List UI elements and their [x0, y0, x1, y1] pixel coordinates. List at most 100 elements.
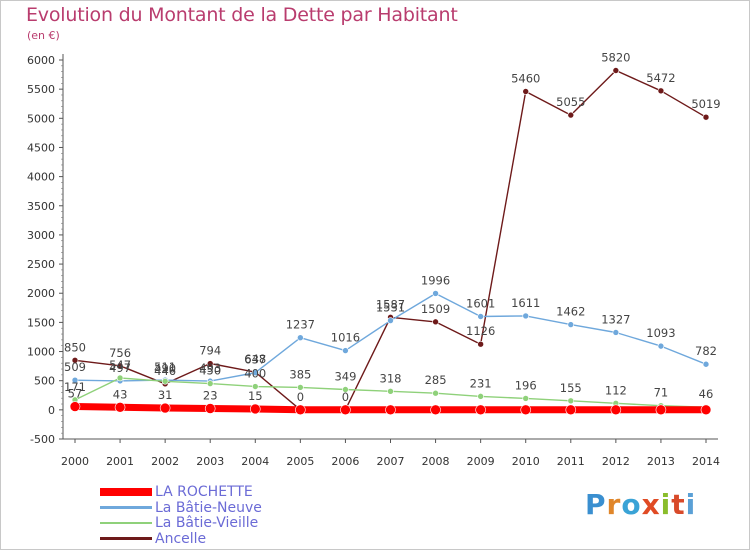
data-point-la-rochette — [114, 402, 126, 413]
data-point-la-batie-vieille — [251, 383, 259, 390]
data-point-la-rochette — [655, 404, 667, 416]
data-point-la-batie-vieille — [567, 397, 575, 405]
data-label-ancelle: 5820 — [601, 50, 630, 64]
data-label-la-batie-vieille: 349 — [334, 369, 356, 383]
data-label-la-batie-vieille: 112 — [605, 383, 627, 397]
y-tick-label: 4000 — [27, 171, 55, 184]
x-tick-label: 2010 — [512, 455, 540, 468]
data-label-la-rochette: 57 — [68, 387, 83, 401]
data-label-la-batie-vieille: 450 — [199, 364, 221, 378]
logo-letter: x — [641, 488, 661, 521]
data-point-la-rochette — [475, 404, 486, 416]
data-label-la-batie-neuve: 1531 — [376, 301, 405, 315]
data-label-la-batie-neuve: 1327 — [601, 312, 630, 326]
x-tick-label: 2005 — [286, 455, 314, 468]
chart-unit: (en €) — [27, 29, 60, 42]
data-point-la-batie-vieille — [116, 374, 124, 382]
y-tick-label: 2500 — [27, 258, 55, 271]
data-label-la-batie-vieille: 285 — [425, 373, 447, 387]
data-point-ancelle — [71, 356, 79, 364]
data-point-la-rochette — [520, 404, 532, 416]
series-la-rochette — [69, 401, 712, 416]
y-tick-label: 6000 — [27, 54, 55, 67]
x-tick-label: 2007 — [377, 455, 405, 468]
data-point-la-batie-neuve — [702, 360, 710, 368]
legend-swatch-la-batie-neuve — [100, 506, 152, 509]
data-label-la-batie-vieille: 385 — [289, 367, 311, 381]
data-point-la-batie-neuve — [342, 347, 349, 354]
data-point-la-batie-vieille — [206, 380, 214, 387]
data-label-la-batie-neuve: 509 — [64, 360, 86, 374]
logo-letter: r — [606, 488, 622, 521]
data-label-ancelle: 5055 — [556, 95, 585, 109]
y-tick-label: 4500 — [27, 141, 55, 154]
data-label-la-batie-neuve: 511 — [154, 360, 176, 374]
x-tick-label: 2000 — [61, 455, 89, 468]
data-label-ancelle: 0 — [342, 390, 349, 404]
data-label-la-batie-neuve: 637 — [244, 353, 266, 367]
data-label-la-batie-neuve: 1237 — [286, 318, 315, 332]
x-tick-label: 2002 — [151, 455, 179, 468]
data-point-la-rochette — [340, 404, 351, 416]
x-tick-label: 2008 — [422, 455, 450, 468]
data-point-la-rochette — [159, 402, 171, 414]
data-labels-layer: 57 43 31 23 15 509 497 511 493 637 1237 1016 1531 199… — [64, 50, 721, 403]
data-point-ancelle — [116, 362, 124, 370]
data-point-la-rochette — [295, 404, 306, 416]
data-label-ancelle: 756 — [109, 346, 131, 360]
data-label-la-batie-vieille: 196 — [515, 378, 537, 392]
x-tick-label: 2003 — [196, 455, 224, 468]
data-point-la-rochette — [204, 403, 216, 414]
data-label-la-batie-vieille: 155 — [560, 381, 582, 395]
data-point-ancelle — [477, 340, 484, 348]
axes: -500050010001500200025003000350040004500… — [27, 54, 720, 468]
data-point-la-rochette — [69, 401, 81, 412]
legend-swatch-la-batie-vieille — [100, 521, 152, 525]
data-point-la-batie-vieille — [522, 395, 530, 402]
data-point-la-batie-neuve — [657, 342, 665, 350]
data-point-la-rochette — [249, 403, 261, 415]
logo-letter: i — [660, 488, 672, 521]
y-tick-label: 5000 — [27, 112, 55, 125]
x-tick-label: 2011 — [557, 455, 585, 468]
x-tick-label: 2009 — [467, 455, 495, 468]
data-point-la-batie-neuve — [387, 317, 394, 324]
data-point-la-batie-neuve — [567, 321, 575, 328]
data-label-la-batie-vieille: 46 — [699, 387, 714, 401]
data-label-la-batie-vieille: 171 — [64, 380, 86, 394]
data-point-ancelle — [432, 318, 439, 326]
data-label-la-rochette: 31 — [158, 388, 173, 402]
data-label-la-batie-vieille: 318 — [380, 371, 402, 385]
legend-label-la-batie-vieille: La Bâtie-Vieille — [155, 515, 259, 531]
data-label-la-batie-neuve: 782 — [695, 344, 717, 358]
data-label-ancelle: 1509 — [421, 302, 450, 316]
data-point-ancelle — [522, 88, 530, 95]
data-point-la-rochette — [385, 404, 396, 416]
x-tick-label: 2012 — [602, 455, 630, 468]
data-label-la-batie-neuve: 1016 — [331, 331, 360, 345]
x-tick-label: 2014 — [692, 455, 720, 468]
data-label-la-rochette: 15 — [248, 389, 263, 403]
legend-swatch-ancelle — [100, 537, 152, 540]
line-chart: -500050010001500200025003000350040004500… — [27, 50, 721, 468]
data-label-ancelle: 446 — [154, 364, 176, 378]
x-tick-label: 2013 — [647, 455, 675, 468]
data-label-ancelle: 850 — [64, 340, 86, 354]
data-point-ancelle — [702, 113, 710, 121]
data-point-la-rochette — [700, 404, 712, 416]
data-label-la-batie-vieille: 71 — [654, 386, 669, 400]
data-label-ancelle: 1126 — [466, 324, 495, 338]
data-label-la-rochette: 43 — [113, 387, 128, 401]
y-tick-label: 1500 — [27, 316, 55, 329]
data-point-la-batie-neuve — [71, 376, 79, 384]
data-label-ancelle: 648 — [244, 352, 266, 366]
data-label-la-batie-neuve: 1462 — [556, 305, 585, 319]
data-point-la-batie-vieille — [342, 386, 349, 393]
x-tick-label: 2004 — [241, 455, 269, 468]
data-point-la-rochette — [565, 404, 577, 416]
data-label-ancelle: 1587 — [376, 297, 405, 311]
y-tick-label: 1000 — [27, 346, 55, 359]
x-tick-label: 2006 — [331, 455, 359, 468]
data-label-la-batie-neuve: 493 — [199, 361, 221, 375]
data-label-la-batie-neuve: 1996 — [421, 273, 450, 287]
